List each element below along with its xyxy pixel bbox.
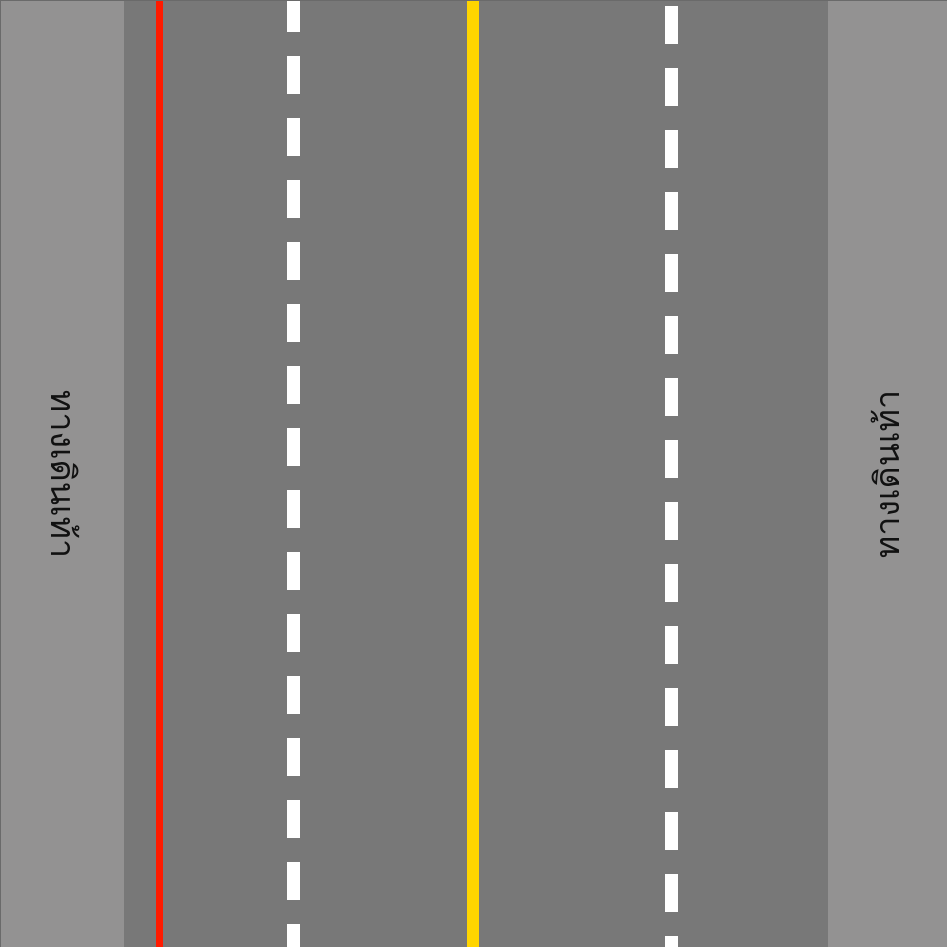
left-lane-dashed-line bbox=[287, 1, 300, 947]
right-sidewalk bbox=[828, 1, 947, 947]
yellow-center-line bbox=[467, 1, 479, 947]
right-lane-dashed-line bbox=[665, 6, 678, 947]
red-curb-line bbox=[156, 1, 163, 947]
left-sidewalk bbox=[1, 1, 124, 947]
